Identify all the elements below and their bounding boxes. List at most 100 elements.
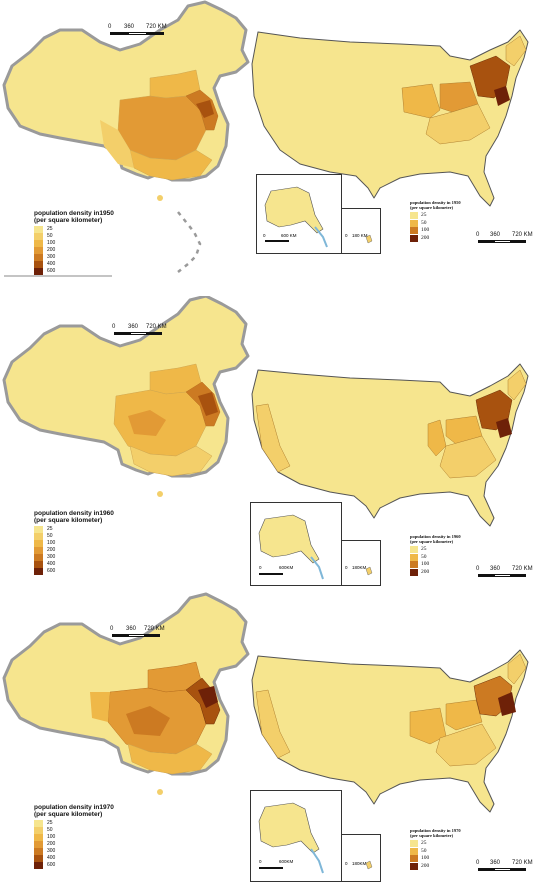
legend-item: 100 <box>47 240 56 246</box>
legend-item: 200 <box>421 568 430 575</box>
legend-item: 25 <box>421 212 427 218</box>
scale-mid: 360 <box>490 232 501 238</box>
legend-item: 200 <box>421 234 430 241</box>
legend-item: 300 <box>47 254 56 260</box>
map-panel-1950: 0 360 720 KM population density in1950 (… <box>0 0 541 296</box>
legend-subtitle: (per square kilometer) <box>410 833 454 838</box>
china-region-sichuan <box>128 410 166 436</box>
china-scale-bar-1950: 0 360 720 KM <box>108 24 198 38</box>
us-map <box>251 29 529 207</box>
legend-item: 200 <box>47 247 56 253</box>
hawaii-scale-zero: 0 <box>345 233 348 238</box>
scale-mid: 360 <box>490 566 501 572</box>
legend-item: 25 <box>47 526 53 532</box>
us-region-nj <box>498 692 516 716</box>
alaska-scale-end: 600KM <box>279 859 294 864</box>
scale-zero: 0 <box>476 566 480 572</box>
legend-item: 50 <box>47 533 53 539</box>
china-hainan <box>157 491 163 497</box>
us-region-california <box>255 689 291 759</box>
us-region-newengland <box>505 35 527 67</box>
us-region-illinois <box>427 419 447 457</box>
legend-item: 100 <box>421 561 430 567</box>
us-scale-bar-1960: 0 360 720 KM <box>476 566 540 580</box>
legend-subtitle: (per square kilometer) <box>34 811 103 818</box>
legend-item: 400 <box>47 855 56 861</box>
us-legend-1970: population density in 1970 (per square k… <box>410 828 461 870</box>
scale-mid: 360 <box>128 324 139 330</box>
scale-zero: 0 <box>476 232 480 238</box>
scale-zero: 0 <box>108 24 112 30</box>
maps-1970-svg <box>2 592 529 813</box>
china-sea-dash <box>177 211 202 273</box>
scale-end: 720 KM <box>146 324 167 330</box>
china-region-sichuan <box>126 706 170 736</box>
legend-item: 50 <box>421 219 427 226</box>
legend-item: 300 <box>47 848 56 854</box>
legend-item: 300 <box>47 554 56 560</box>
china-region-coast <box>198 392 218 416</box>
china-map <box>2 296 250 478</box>
legend-item: 400 <box>47 261 56 267</box>
scale-mid: 360 <box>124 24 135 30</box>
us-region-california <box>255 403 291 473</box>
legend-item: 25 <box>47 820 53 826</box>
us-region-south-east <box>439 435 497 479</box>
legend-title: population density in 1970 <box>410 828 461 833</box>
legend-item: 400 <box>47 561 56 567</box>
alaska-scale-end: 600 KM <box>281 233 297 238</box>
china-hainan <box>157 195 163 201</box>
legend-title: population density in1950 <box>34 210 114 217</box>
china-region-sw <box>100 120 134 168</box>
hawaii-inset-1970: 0 180KM <box>341 834 381 882</box>
map-panel-1960: 0 360 720 KM population density in1960 (… <box>0 296 541 592</box>
us-region-newengland <box>507 653 527 685</box>
legend-item: 50 <box>421 553 427 560</box>
scale-zero: 0 <box>110 626 114 632</box>
scale-mid: 360 <box>490 860 501 866</box>
legend-title: population density in 1950 <box>410 200 461 205</box>
legend-title: population density in 1960 <box>410 534 461 539</box>
hawaii-map <box>365 234 373 244</box>
china-region-coast <box>196 100 214 118</box>
legend-item: 100 <box>47 540 56 546</box>
legend-subtitle: (per square kilometer) <box>410 205 454 210</box>
us-region-ohio <box>445 699 483 731</box>
legend-item: 50 <box>47 827 53 833</box>
scale-end: 720 KM <box>512 232 533 238</box>
legend-subtitle: (per square kilometer) <box>34 517 103 524</box>
us-region-midwest <box>401 83 441 119</box>
map-panel-1970: 0 360 720 KM population density in1970 (… <box>0 592 541 888</box>
alaska-map <box>258 514 320 564</box>
alaska-inset-1950: 0 600 KM <box>256 174 342 254</box>
legend-item: 100 <box>421 855 430 861</box>
scale-zero: 0 <box>476 860 480 866</box>
us-region-nj <box>496 418 512 438</box>
legend-item: 600 <box>47 568 56 574</box>
us-region-nj <box>494 86 510 106</box>
alaska-inset-1970: 0 600KM <box>250 790 342 882</box>
legend-title: population density in1970 <box>34 804 114 811</box>
hawaii-scale-end: 180KM <box>352 565 367 570</box>
scale-end: 720 KM <box>146 24 167 30</box>
china-region-coast <box>198 686 218 708</box>
hawaii-inset-1960: 0 180KM <box>341 540 381 586</box>
legend-subtitle: (per square kilometer) <box>410 539 454 544</box>
legend-item: 25 <box>421 546 427 552</box>
china-hainan <box>157 789 163 795</box>
legend-item: 200 <box>47 547 56 553</box>
legend-item: 25 <box>47 226 53 232</box>
china-legend-1950: population density in1950 (per square ki… <box>34 210 114 275</box>
legend-item: 600 <box>47 862 56 868</box>
us-region-south-east <box>425 103 491 145</box>
alaska-scale-end: 600KM <box>279 565 294 570</box>
us-map <box>251 363 529 527</box>
legend-item: 200 <box>47 841 56 847</box>
legend-item: 50 <box>47 233 53 239</box>
us-scale-bar-1970: 0 360 720 KM <box>476 860 540 874</box>
alaska-map <box>264 186 324 234</box>
china-scale-bar-1970: 0 360 720 KM <box>110 626 200 640</box>
legend-item: 100 <box>47 834 56 840</box>
scale-end: 720 KM <box>512 860 533 866</box>
us-region-newengland <box>507 369 527 401</box>
